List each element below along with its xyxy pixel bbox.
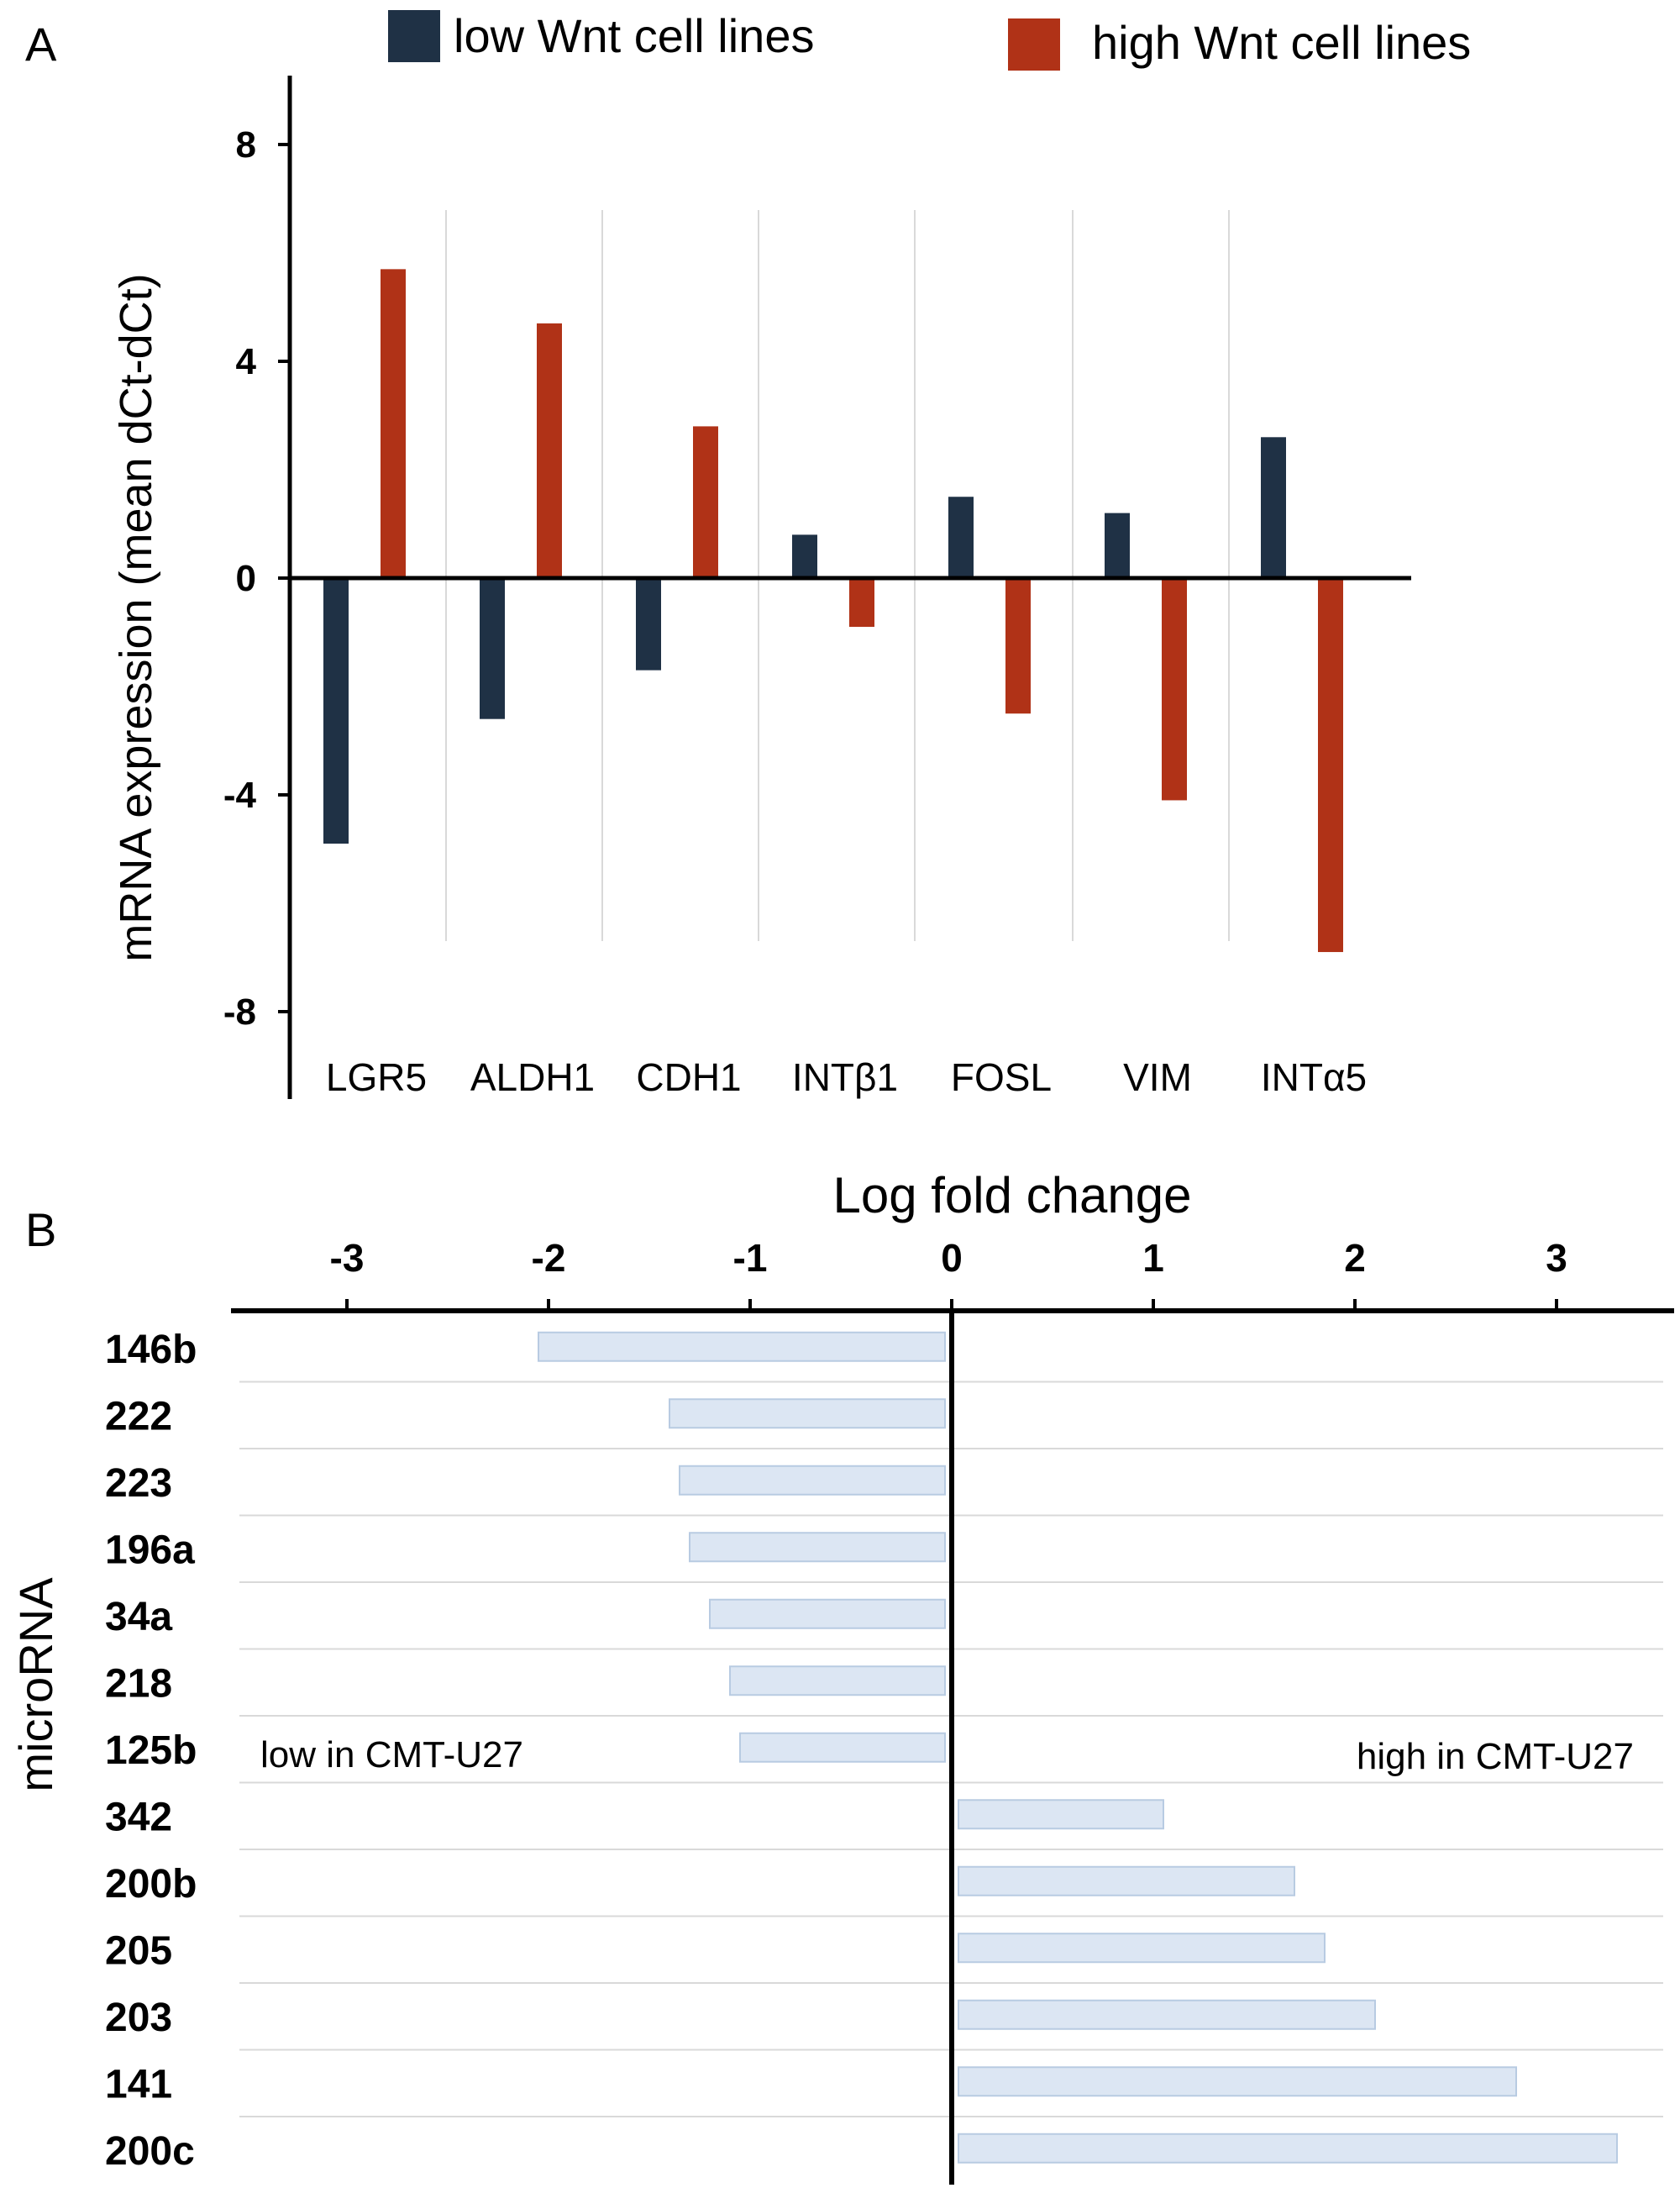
panel-a-bars: LGR5 ALDH1 CDH1 INTβ1 FOSL VIM INTα5 (323, 269, 1367, 1099)
panel-b-x-tick-label: 3 (1546, 1236, 1567, 1280)
bar-high-fosl (1005, 578, 1031, 714)
legend-label-high: high Wnt cell lines (1092, 16, 1471, 69)
panel-b-letter: B (25, 1203, 56, 1256)
panel-a-axes: -8 -4 0 4 8 (223, 76, 1411, 1099)
bar-mirna-34a (709, 1598, 946, 1629)
y-tick-label-223: 223 (105, 1461, 172, 1506)
panel-b-bars: 146b 222 223 196a 34a 218 125b 342 200b 205 203 141… (105, 1328, 1618, 2174)
x-tick-label-vim: VIM (1123, 1055, 1192, 1099)
bar-low-int-1 (792, 534, 817, 578)
bar-mirna-200c (958, 2133, 1618, 2164)
y-tick-label-196a: 196a (105, 1528, 195, 1572)
panel-b-x-tick-label: -3 (330, 1236, 365, 1280)
bar-low-lgr5 (323, 578, 349, 844)
y-tick-label-141: 141 (105, 2062, 172, 2106)
panel-a-grid (445, 210, 1230, 941)
legend-label-low: low Wnt cell lines (454, 9, 814, 62)
panel-a-y-tick-label: 8 (236, 124, 256, 166)
panel-b-y-axis-label: microRNA (9, 1577, 62, 1792)
panel-b-x-axis-label: Log fold change (832, 1167, 1191, 1223)
bar-high-lgr5 (381, 269, 406, 578)
legend-swatch-high (1008, 18, 1060, 71)
y-tick-label-203: 203 (105, 1996, 172, 2040)
x-tick-label-int-1: INTβ1 (792, 1055, 898, 1099)
y-tick-label-222: 222 (105, 1394, 172, 1439)
bar-high-aldh1 (537, 323, 562, 578)
bar-mirna-196a (689, 1532, 946, 1563)
bar-mirna-218 (729, 1665, 946, 1696)
panel-a-y-tick-label: -4 (223, 775, 257, 816)
panel-a-letter: A (25, 18, 57, 71)
bar-high-int-1 (849, 578, 874, 628)
y-tick-label-218: 218 (105, 1661, 172, 1706)
bar-mirna-125b (739, 1732, 946, 1763)
x-tick-label-int-5: INTα5 (1261, 1055, 1367, 1099)
y-tick-label-125b: 125b (105, 1728, 197, 1773)
bar-low-int-5 (1261, 437, 1286, 578)
panel-a-y-axis-label: mRNA expression (mean dCt-dCt) (111, 273, 161, 961)
panel-a-y-tick-label: 0 (236, 558, 256, 599)
panel-b-annotation-low: low in CMT-U27 (260, 1734, 523, 1775)
panel-b-x-tick-label: -2 (532, 1236, 566, 1280)
legend-swatch-low (388, 10, 440, 62)
panel-b-x-tick-label: -1 (733, 1236, 768, 1280)
panel-b-x-tick-label: 2 (1344, 1236, 1366, 1280)
bar-mirna-146b (538, 1331, 946, 1362)
panel-a-y-tick-label: 4 (236, 341, 257, 382)
y-tick-label-342: 342 (105, 1795, 172, 1839)
bar-high-int-5 (1318, 578, 1343, 953)
x-tick-label-cdh1: CDH1 (636, 1055, 741, 1099)
y-tick-label-200b: 200b (105, 1862, 197, 1907)
bar-mirna-141 (958, 2066, 1517, 2097)
y-tick-label-205: 205 (105, 1928, 172, 1973)
panel-b-x-tick-label: 0 (941, 1236, 963, 1280)
panel-b-x-tick-label: 1 (1142, 1236, 1164, 1280)
x-tick-label-aldh1: ALDH1 (470, 1055, 595, 1099)
y-tick-label-34a: 34a (105, 1595, 172, 1639)
bar-high-vim (1162, 578, 1187, 801)
panel-b-annotation-high: high in CMT-U27 (1357, 1736, 1634, 1777)
y-tick-label-146b: 146b (105, 1328, 197, 1372)
panel-b-bar-chart: B Log fold change 146b222223196a34a21812… (9, 1167, 1674, 2185)
bar-low-vim (1105, 513, 1130, 578)
panel-a-y-tick-label: -8 (223, 991, 256, 1033)
panel-b-axes: -3 -2 -1 0 1 2 3 (231, 1236, 1674, 2185)
bar-mirna-200b (958, 1865, 1295, 1896)
bar-mirna-342 (958, 1799, 1164, 1830)
bar-mirna-203 (958, 1999, 1376, 2030)
x-tick-label-fosl: FOSL (951, 1055, 1052, 1099)
bar-mirna-205 (958, 1933, 1326, 1964)
y-tick-label-200c: 200c (105, 2129, 195, 2174)
x-tick-label-lgr5: LGR5 (326, 1055, 427, 1099)
bar-high-cdh1 (693, 426, 718, 578)
bar-low-aldh1 (480, 578, 505, 719)
panel-a-legend: low Wnt cell lines high Wnt cell lines (388, 9, 1471, 71)
bar-mirna-222 (669, 1398, 946, 1429)
bar-low-fosl (948, 497, 974, 578)
panel-a-bar-chart: A low Wnt cell lines high Wnt cell lines … (25, 9, 1471, 1099)
bar-mirna-223 (679, 1465, 946, 1496)
bar-low-cdh1 (636, 578, 661, 671)
